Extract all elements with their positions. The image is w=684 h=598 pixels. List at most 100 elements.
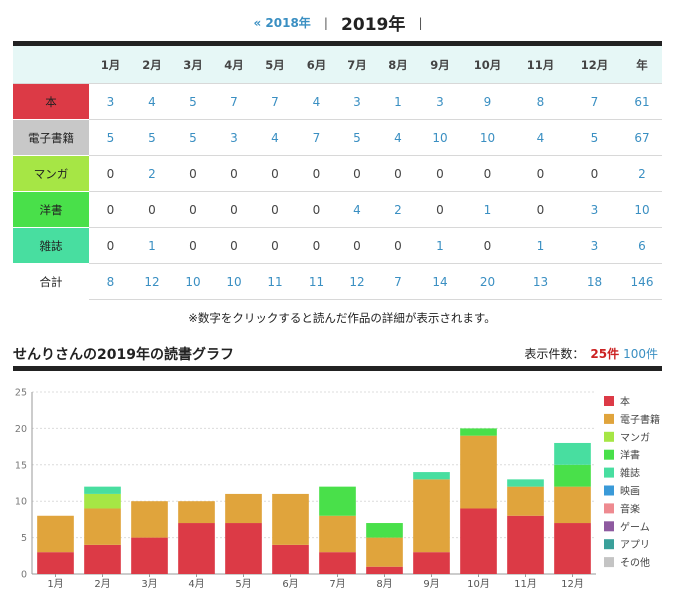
count-link[interactable]: 3 <box>590 238 599 253</box>
bar-segment[interactable] <box>84 544 121 574</box>
bar-segment[interactable] <box>460 435 497 509</box>
count-link[interactable]: 4 <box>394 130 402 145</box>
month-total-link[interactable]: 14 <box>432 274 448 289</box>
bar-segment[interactable] <box>554 464 591 487</box>
count-link[interactable]: 2 <box>148 166 156 181</box>
count-link[interactable]: 5 <box>590 130 599 145</box>
count-link[interactable]: 5 <box>106 130 115 145</box>
graph-title: せんりさんの2019年の読書グラフ <box>13 347 234 363</box>
display-count-label: 表示件数： <box>524 347 585 361</box>
legend-label: 映画 <box>620 486 640 498</box>
count-link[interactable]: 3 <box>436 94 444 109</box>
month-total-link[interactable]: 12 <box>349 274 365 289</box>
bar-segment[interactable] <box>84 486 121 494</box>
count-link[interactable]: 3 <box>230 130 238 145</box>
table-cell: 0 <box>377 155 419 192</box>
count-link[interactable]: 3 <box>106 94 115 109</box>
bar-segment[interactable] <box>413 552 450 574</box>
bar-segment[interactable] <box>366 537 403 567</box>
bar-segment[interactable] <box>131 537 168 574</box>
count-value: 0 <box>483 238 492 253</box>
bar-segment[interactable] <box>319 515 356 553</box>
table-cell: 0 <box>377 227 419 264</box>
bar-segment[interactable] <box>507 479 544 487</box>
bar-segment[interactable] <box>84 493 121 509</box>
count-link[interactable]: 7 <box>590 94 599 109</box>
bar-segment[interactable] <box>413 479 450 553</box>
count-link[interactable]: 2 <box>394 202 402 217</box>
count-link[interactable]: 7 <box>271 94 279 109</box>
bar-segment[interactable] <box>460 508 497 574</box>
count-link[interactable]: 4 <box>271 130 279 145</box>
bar-segment[interactable] <box>178 501 215 524</box>
grand-total-link[interactable]: 146 <box>630 274 654 289</box>
month-total-link[interactable]: 11 <box>308 274 325 289</box>
count-link[interactable]: 8 <box>536 94 545 109</box>
year-total-link[interactable]: 2 <box>638 166 646 181</box>
month-total-link[interactable]: 8 <box>106 274 115 289</box>
count-link[interactable]: 1 <box>148 238 156 253</box>
count-value: 0 <box>590 166 599 181</box>
count-link[interactable]: 5 <box>189 130 197 145</box>
month-total-link[interactable]: 11 <box>267 274 283 289</box>
bar-segment[interactable] <box>84 508 121 545</box>
bar-segment[interactable] <box>554 442 591 465</box>
count-value: 0 <box>312 202 321 217</box>
bar-segment[interactable] <box>178 523 215 574</box>
count-link[interactable]: 9 <box>483 94 492 109</box>
bar-segment[interactable] <box>272 493 309 545</box>
bar-segment[interactable] <box>272 544 309 574</box>
year-total-link[interactable]: 61 <box>634 94 650 109</box>
count-link[interactable]: 4 <box>312 94 321 109</box>
count-link[interactable]: 1 <box>483 202 492 217</box>
bar-segment[interactable] <box>225 523 262 574</box>
count-link[interactable]: 10 <box>432 130 448 145</box>
count-link[interactable]: 1 <box>394 94 402 109</box>
count-value: 0 <box>394 238 402 253</box>
count-link[interactable]: 7 <box>230 94 238 109</box>
count-option-25[interactable]: 25件 <box>590 347 620 361</box>
month-total-link[interactable]: 10 <box>226 274 242 289</box>
bar-segment[interactable] <box>37 515 74 553</box>
legend-swatch <box>604 521 614 532</box>
year-total-link[interactable]: 10 <box>634 202 650 217</box>
bar-segment[interactable] <box>319 552 356 574</box>
bar-segment[interactable] <box>554 523 591 574</box>
bar-segment[interactable] <box>507 486 544 516</box>
count-link[interactable]: 3 <box>353 94 361 109</box>
count-link[interactable]: 1 <box>536 238 545 253</box>
month-total-link[interactable]: 20 <box>479 274 496 289</box>
month-total-link[interactable]: 13 <box>532 274 549 289</box>
bar-segment[interactable] <box>554 486 591 524</box>
month-total-link[interactable]: 12 <box>144 274 160 289</box>
year-total-link[interactable]: 6 <box>638 238 646 253</box>
row-label: マンガ <box>13 155 89 192</box>
count-link[interactable]: 4 <box>148 94 156 109</box>
count-link[interactable]: 4 <box>353 202 361 217</box>
count-option-100[interactable]: 100件 <box>623 347 658 361</box>
count-link[interactable]: 3 <box>590 202 599 217</box>
bar-segment[interactable] <box>366 566 403 574</box>
column-header: 9月 <box>419 46 461 84</box>
bar-segment[interactable] <box>131 501 168 538</box>
bar-segment[interactable] <box>507 515 544 574</box>
bar-segment[interactable] <box>366 523 403 538</box>
count-link[interactable]: 4 <box>536 130 545 145</box>
count-link[interactable]: 5 <box>353 130 361 145</box>
count-link[interactable]: 7 <box>312 130 321 145</box>
month-total-link[interactable]: 10 <box>185 274 201 289</box>
bar-segment[interactable] <box>460 428 497 436</box>
column-header: 7月 <box>337 46 377 84</box>
count-link[interactable]: 5 <box>148 130 156 145</box>
month-total-link[interactable]: 7 <box>394 274 402 289</box>
year-total-link[interactable]: 67 <box>634 130 650 145</box>
count-link[interactable]: 1 <box>436 238 444 253</box>
bar-segment[interactable] <box>37 552 74 574</box>
prev-year-link[interactable]: « 2018年 <box>253 16 311 30</box>
bar-segment[interactable] <box>413 472 450 480</box>
bar-segment[interactable] <box>319 486 356 516</box>
count-link[interactable]: 5 <box>189 94 197 109</box>
bar-segment[interactable] <box>225 493 262 524</box>
count-link[interactable]: 10 <box>479 130 496 145</box>
month-total-link[interactable]: 18 <box>586 274 603 289</box>
